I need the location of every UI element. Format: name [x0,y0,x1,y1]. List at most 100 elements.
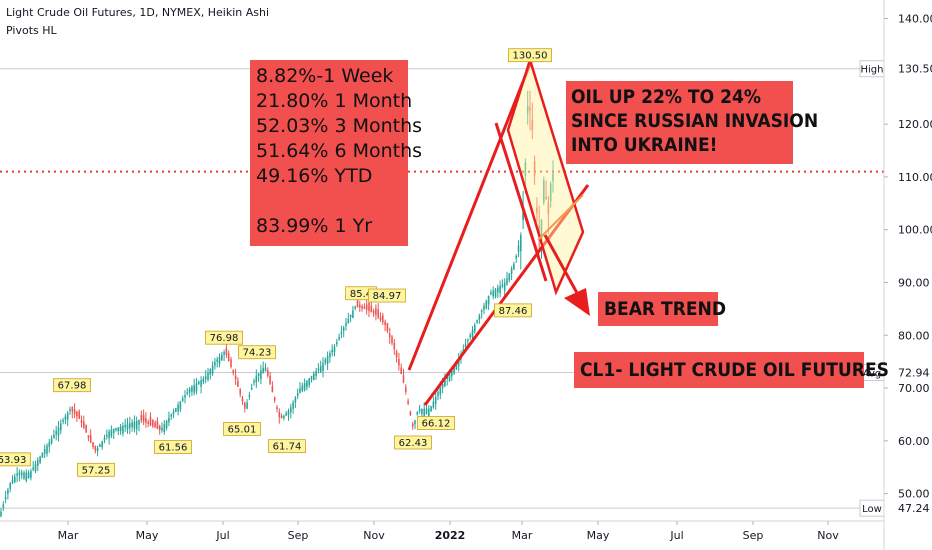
candle-body [370,306,373,313]
level-value: 130.50 [898,63,932,76]
candle-body [57,427,60,436]
candle-body [260,370,262,379]
pivot-label: 65.01 [223,421,261,436]
candle-body [430,406,432,412]
candle-body [188,388,191,393]
candle-body [421,408,423,415]
pivot-label-text: 61.74 [273,442,302,453]
candle-body [296,392,299,397]
candle-body [543,180,545,203]
candle-body [345,322,347,327]
x-tick-label: Sep [288,529,309,542]
candle-body [294,397,297,403]
candle-body [432,401,435,408]
candle-body [513,263,515,270]
candle-body [241,397,244,402]
pivot-label-text: 62.43 [399,438,428,449]
level-layer: High 130.50 Avg 72.94 Low 47.24 [0,60,932,517]
candle-body [388,333,391,338]
candle-body [441,383,444,389]
candle-body [103,438,106,441]
candle-body [306,380,308,388]
candle-body [483,305,485,310]
candle-body [96,447,99,451]
candle-body [352,310,354,319]
candle-body [354,306,356,309]
candle-body [457,358,460,366]
candle-body [11,479,14,483]
candle-body [536,207,538,213]
candle-body [363,306,366,309]
candle-body [262,367,264,374]
candle-body [308,378,310,386]
trendline-cross [494,122,548,282]
candle-body [69,409,71,411]
candle-body [32,467,34,470]
candle-body [522,207,524,221]
candle-body [9,482,11,489]
candle-body [531,119,534,131]
x-tick-label: Mar [512,529,533,542]
pivot-label-box [268,439,306,454]
pivot-label-box [394,435,432,450]
candle-body [218,356,221,364]
candle-body [469,334,471,338]
candle-body [230,359,232,367]
candle-body [244,403,246,409]
x-tick-label: Nov [363,529,385,542]
candle-body [382,315,384,323]
candle-body [20,472,23,476]
candle-body [145,418,147,423]
candle-body [400,367,402,375]
invasion-line: OIL UP 22% TO 24% [571,86,761,108]
candle-body [0,511,2,517]
candle-body [448,372,451,382]
candle-body [133,421,136,429]
candle-body [283,415,285,419]
candle-body [524,162,527,176]
candle-body [487,295,490,305]
candle-body [62,420,64,422]
candle-body [338,337,340,340]
candle-body [80,420,83,423]
indicator-label: Pivots HL [6,24,57,37]
candle-body [506,278,508,285]
candle-body [384,321,386,325]
candle-body [349,314,352,318]
candle-body [501,284,504,287]
candle-body [405,387,407,393]
candle-body [319,365,322,373]
candle-body [175,408,177,412]
candle-body [490,292,492,295]
candle-body [299,388,301,393]
diamond-midline [537,194,584,241]
candle-body [347,318,350,324]
candle-body [409,411,412,416]
candle-body [533,160,536,176]
bear-arrow-head [564,288,590,316]
pivot-label: 67.98 [53,378,91,393]
candle-body [43,449,46,454]
candle-body [234,375,237,380]
candle-body [195,383,198,392]
candle-body [181,398,184,402]
candle-body [391,336,393,344]
candle-body [216,359,218,362]
candle-body [250,387,253,390]
pivot-label-box [507,48,552,63]
candle-body [471,329,474,338]
candle-body [184,395,186,398]
level-label: High [861,65,884,76]
candle-body [186,391,189,394]
candle-body [342,327,345,331]
pivot-label: 84.97 [368,288,406,303]
candle-body [225,348,228,355]
pivot-label-text: 61.56 [159,443,188,454]
candle-body [41,452,44,458]
candle-body [428,408,430,417]
candle-body [83,421,85,428]
pivot-label-text: 65.01 [228,424,257,435]
candle-body [264,367,267,372]
pivot-label-box [154,440,192,454]
